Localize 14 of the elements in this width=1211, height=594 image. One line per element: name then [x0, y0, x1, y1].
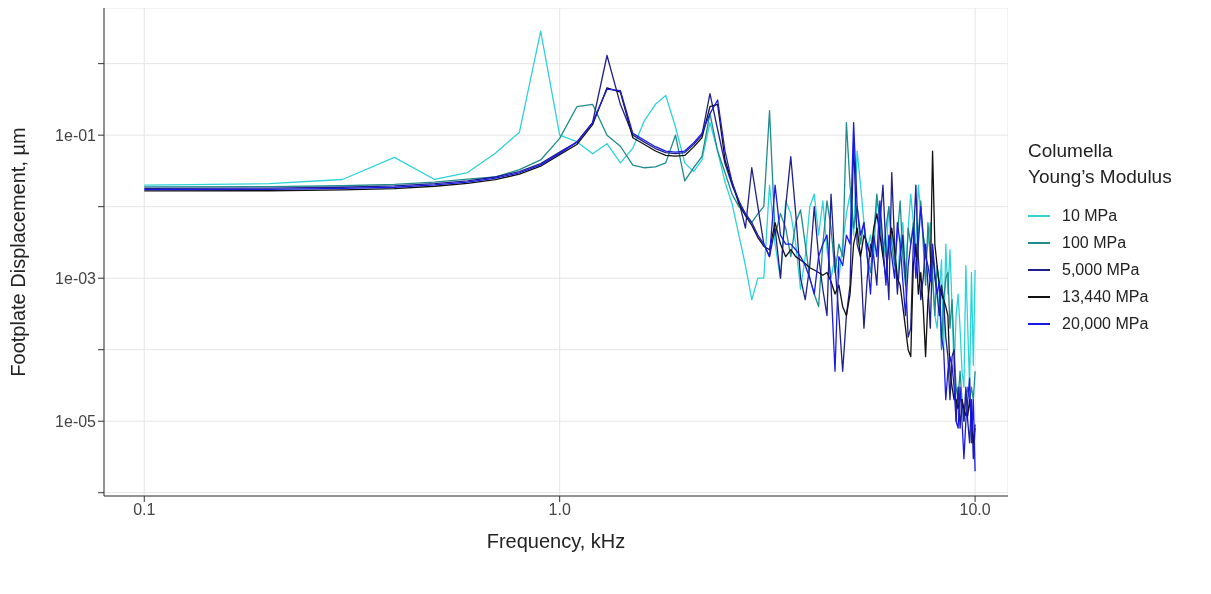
legend-label: 20,000 MPa: [1062, 314, 1149, 333]
legend-title: Columella Young’s Modulus: [1028, 139, 1173, 189]
x-axis-title: Frequency, kHz: [486, 530, 626, 552]
y-tick-label: 1e-03: [55, 269, 97, 287]
legend-label: 5,000 MPa: [1062, 260, 1140, 279]
y-axis-title: Footplate Displacement, µm: [7, 127, 30, 377]
x-tick-label: 0.1: [133, 501, 156, 519]
y-tick-label: 1e-01: [55, 126, 97, 144]
legend-label: 13,440 MPa: [1062, 287, 1149, 306]
legend-label: 10 MPa: [1062, 206, 1118, 225]
legend-label: 100 MPa: [1062, 233, 1127, 252]
y-tick-label: 1e-05: [55, 412, 97, 430]
x-tick-label: 10.0: [959, 501, 991, 519]
x-tick-label: 1.0: [548, 501, 571, 519]
